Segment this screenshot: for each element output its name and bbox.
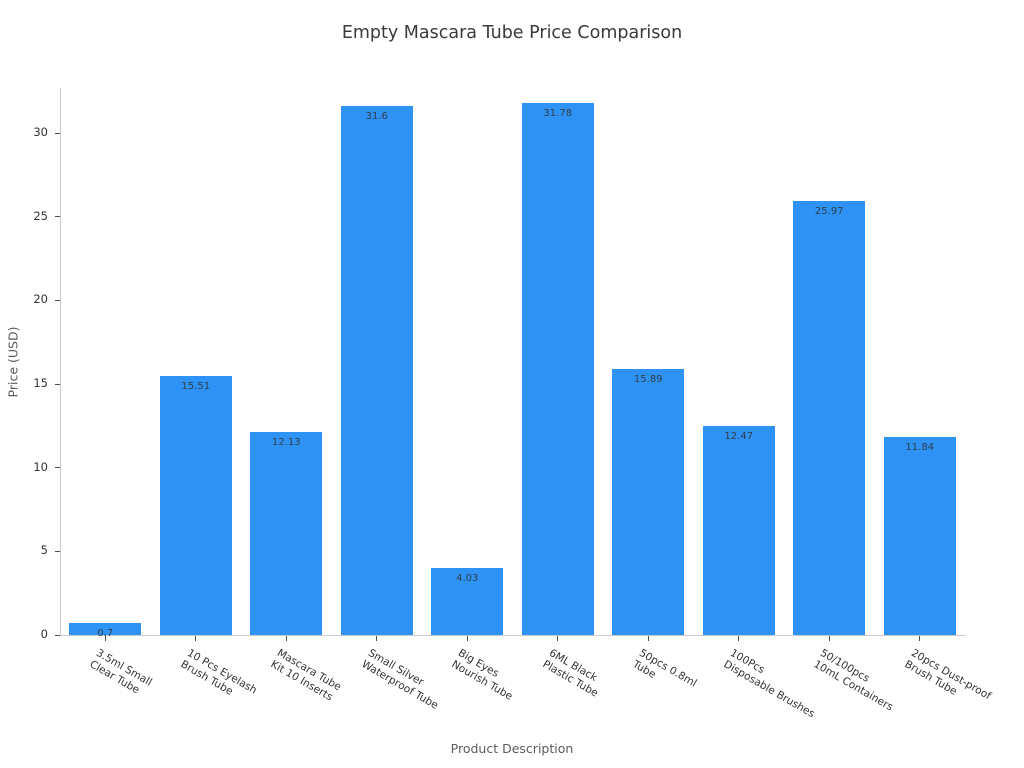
x-tick-mark: [104, 636, 106, 641]
bar-value-label: 12.47: [724, 431, 754, 443]
y-tick-mark: [55, 550, 60, 553]
x-tick-label: 3.5ml Small Clear Tube: [87, 647, 155, 697]
bar: [250, 432, 323, 635]
bar: [612, 369, 685, 635]
y-tick-label: 10: [33, 459, 48, 474]
x-tick-label: 50pcs 0.8ml Tube: [630, 647, 700, 690]
bar: [159, 375, 232, 635]
y-tick-label: 15: [33, 376, 48, 391]
y-tick-mark: [55, 299, 60, 302]
bar-value-label: 31.78: [543, 108, 573, 120]
y-tick-mark: [55, 216, 60, 218]
bar-value-label: 25.97: [814, 205, 844, 217]
x-tick-label: 50/100pcs 10mL Containers: [811, 647, 896, 714]
bar-value-label: 15.51: [181, 380, 211, 392]
x-tick-label: Big Eyes Nourish Tube: [449, 647, 515, 703]
y-tick-mark: [55, 467, 60, 469]
bar: [69, 623, 142, 635]
x-tick-mark: [376, 636, 378, 641]
y-tick-mark: [55, 383, 60, 385]
bar: [431, 567, 504, 635]
bar: [702, 426, 775, 635]
x-tick-mark: [466, 636, 468, 641]
x-tick-label: Small Silver Waterproof Tube: [359, 647, 440, 712]
y-tick-mark: [55, 634, 60, 636]
bar: [340, 106, 413, 635]
x-tick-mark: [557, 636, 559, 641]
y-tick-label: 0: [40, 627, 48, 641]
x-tick-mark: [647, 636, 649, 641]
bar-value-label: 4.03: [456, 572, 479, 584]
bar: [883, 436, 956, 635]
y-tick-label: 20: [33, 292, 48, 307]
x-tick-label: 100Pcs Disposable Brushes: [721, 647, 817, 721]
x-axis-title: Product Description: [450, 741, 574, 756]
bar: [521, 103, 594, 635]
y-tick-label: 25: [33, 208, 48, 223]
bar-value-label: 11.84: [905, 441, 935, 453]
x-tick-mark: [828, 636, 830, 641]
bar-value-label: 0.7: [97, 628, 114, 640]
y-tick-label: 30: [33, 125, 48, 140]
y-axis-line: [60, 88, 61, 636]
x-tick-label: Mascara Tube Kit 10 Inserts: [268, 647, 344, 704]
x-tick-mark: [285, 636, 287, 641]
x-tick-mark: [738, 636, 740, 641]
y-tick-label: 5: [40, 543, 48, 558]
bar-value-label: 15.89: [633, 374, 663, 386]
x-axis-line: [60, 635, 966, 636]
chart-title: Empty Mascara Tube Price Comparison: [341, 23, 683, 43]
bar: [793, 200, 866, 635]
x-tick-label: 10 Pcs Eyelash Brush Tube: [178, 647, 259, 698]
bar-value-label: 12.13: [271, 437, 301, 449]
x-tick-label: 20pcs Dust-proof Brush Tube: [902, 647, 993, 703]
x-tick-mark: [919, 636, 921, 641]
bar-value-label: 31.6: [365, 111, 388, 123]
y-tick-mark: [55, 132, 60, 134]
x-tick-label: 6ML Black Plastic Tube: [540, 647, 600, 700]
x-tick-mark: [195, 636, 197, 641]
